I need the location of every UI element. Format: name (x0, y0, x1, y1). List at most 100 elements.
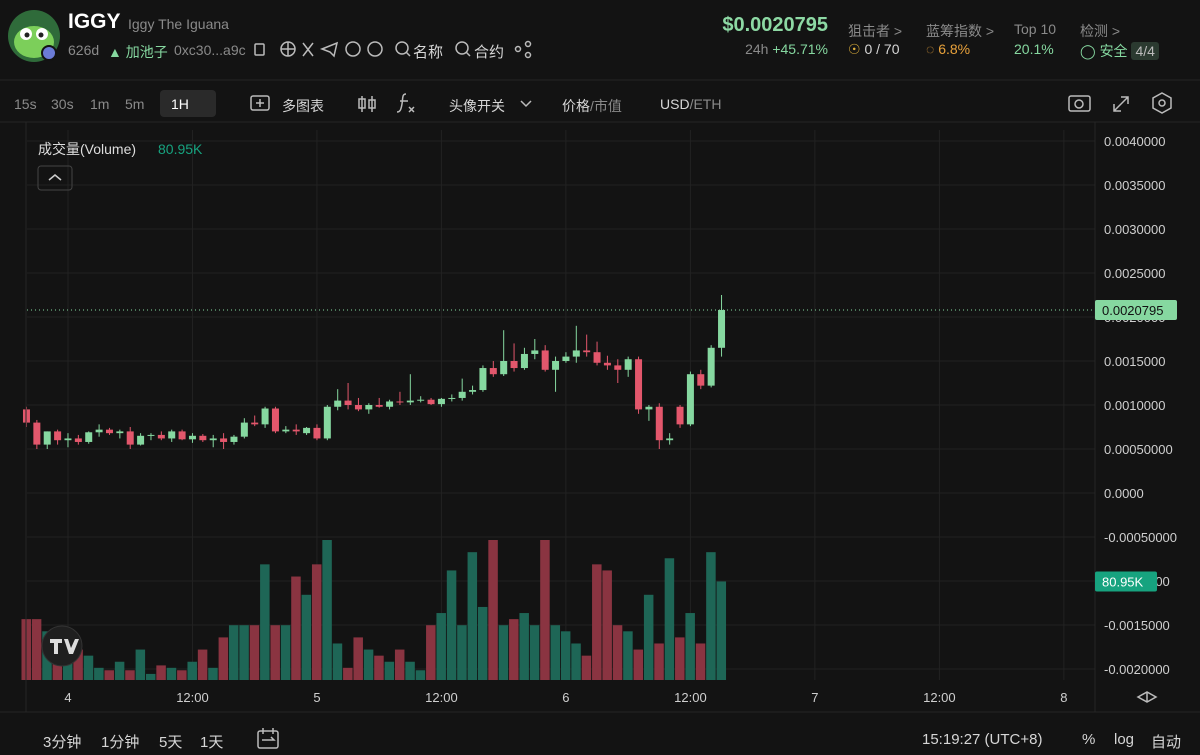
percent-toggle[interactable]: % (1082, 731, 1096, 748)
interval-active[interactable] (160, 90, 216, 117)
volume-bar (633, 649, 644, 680)
volume-bar (94, 667, 104, 680)
candle-body (676, 406, 684, 425)
volume-bar (488, 540, 498, 680)
stat-value-text: 0 / 70 (864, 41, 900, 57)
volume-bar (31, 619, 42, 680)
change: +45.71% (772, 41, 828, 57)
volume-bar (311, 564, 322, 680)
candle-body (469, 390, 477, 392)
volume-bar (540, 540, 550, 680)
auto-toggle[interactable]: 自动 (1151, 734, 1182, 751)
candle-body (572, 350, 580, 357)
pool[interactable]: ▲ 加池子 (108, 44, 168, 60)
logo (8, 10, 60, 62)
candle-body (697, 374, 705, 386)
volume-bar (436, 613, 446, 680)
usd-toggle[interactable]: USD (660, 96, 690, 112)
candle-body (500, 361, 508, 375)
symbol: IGGY (68, 10, 121, 33)
interval[interactable]: 30s (51, 96, 74, 112)
candle-body (344, 400, 352, 405)
candle-body (282, 429, 290, 432)
volume-bar (415, 670, 426, 680)
stat-value: ◯ 安全 4/4 (1080, 41, 1159, 61)
eth-toggle[interactable]: /ETH (689, 96, 722, 112)
candle-body (375, 405, 383, 407)
volume-bar (322, 540, 332, 680)
tv-logo (41, 625, 83, 667)
candle-body (437, 398, 445, 405)
volume-bar (135, 649, 146, 680)
volume-bar (249, 625, 260, 680)
stat-label[interactable]: Top 10 (1014, 21, 1057, 37)
collapse-button[interactable] (37, 165, 73, 191)
candle-body (406, 400, 414, 403)
volume-badge (1095, 571, 1157, 592)
candle-body (479, 368, 487, 391)
candle-body (562, 356, 570, 361)
mcap-toggle[interactable]: /市值 (590, 98, 622, 114)
range[interactable]: 5天 (159, 734, 183, 751)
stat-label[interactable]: 狙击者 > (848, 23, 903, 39)
x-tick-label: 12:00 (176, 690, 209, 705)
candle-body (85, 432, 93, 442)
candle-body (458, 391, 466, 398)
stat-label[interactable]: 检测 > (1080, 23, 1121, 39)
stat-value-text: 安全 (1099, 43, 1128, 59)
candle-body (614, 365, 622, 370)
volume-bar (529, 625, 540, 680)
volume-bar (228, 625, 239, 680)
price: $0.0020795 (722, 14, 828, 36)
stat-value: 20.1% (1014, 41, 1054, 57)
candle-body (137, 435, 145, 445)
y-tick-label: 0.0030000 (1104, 222, 1165, 237)
volume-bar (446, 570, 457, 680)
log-toggle[interactable]: log (1114, 731, 1135, 748)
volume-bar (623, 631, 633, 680)
candle-body (718, 310, 726, 348)
candle-body (251, 422, 259, 425)
avatar-toggle[interactable]: 头像开关 (449, 98, 505, 114)
interval[interactable]: 5m (125, 96, 145, 112)
candle-body (292, 429, 300, 432)
multi-chart[interactable]: 多图表 (282, 98, 324, 114)
range[interactable]: 1天 (200, 734, 224, 751)
age: 626d (68, 42, 100, 58)
price-toggle[interactable]: 价格 (562, 98, 590, 114)
volume-bar (83, 655, 94, 680)
candle-body (209, 438, 217, 441)
interval[interactable]: 1m (90, 96, 110, 112)
volume-bar (675, 637, 685, 680)
volume-bar (685, 613, 695, 680)
volume-bar (643, 594, 654, 680)
candle-body (74, 438, 82, 442)
volume-bar (550, 625, 561, 680)
volume-bar (343, 667, 353, 680)
volume-bar (208, 667, 218, 680)
volume-bar (73, 649, 83, 680)
candle-body (240, 422, 248, 437)
y-tick-label: -0.0015000 (1104, 618, 1170, 633)
interval[interactable]: 15s (14, 96, 37, 112)
range[interactable]: 3分钟 (43, 734, 82, 751)
y-tick-label: -0.0020000 (1104, 662, 1170, 677)
range[interactable]: 1分钟 (101, 734, 140, 751)
search-contract[interactable]: 合约 (474, 44, 505, 61)
address[interactable]: 0xc30...a9c (174, 42, 246, 58)
interval[interactable]: 1H (171, 96, 189, 112)
search-name[interactable]: 名称 (413, 44, 444, 61)
volume-bar (353, 637, 363, 680)
volume-bar (509, 619, 519, 680)
volume-bar (716, 581, 727, 680)
candle-body (531, 350, 539, 354)
volume-bar (405, 661, 415, 680)
candle-body (199, 435, 207, 441)
stat-label[interactable]: 蓝筹指数 > (926, 23, 995, 39)
volume-bar (498, 625, 509, 680)
stat-value-text: 6.8% (938, 41, 971, 57)
candle-body (365, 405, 373, 410)
volume-bar (592, 564, 602, 680)
last-price-label: 0.0020795 (1102, 303, 1163, 318)
